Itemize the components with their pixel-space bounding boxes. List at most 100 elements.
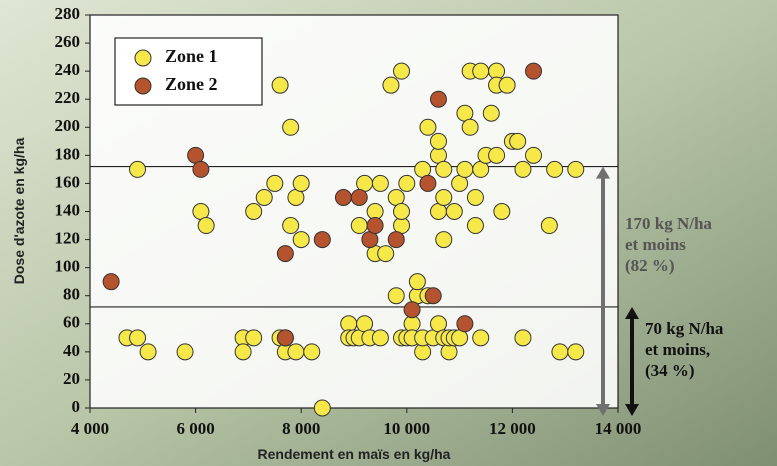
y-tick-label: 80 xyxy=(63,285,80,304)
point xyxy=(246,330,262,346)
point xyxy=(541,218,557,234)
annotation: et moins, xyxy=(645,340,710,359)
point xyxy=(473,63,489,79)
point xyxy=(177,344,193,360)
y-tick-label: 100 xyxy=(55,257,81,276)
point xyxy=(399,175,415,191)
y-tick-label: 40 xyxy=(63,341,80,360)
point xyxy=(568,344,584,360)
y-tick-label: 60 xyxy=(63,313,80,332)
point xyxy=(372,330,388,346)
annotation: 170 kg N/ha xyxy=(625,214,712,233)
point xyxy=(277,330,293,346)
point xyxy=(293,175,309,191)
point xyxy=(420,175,436,191)
point xyxy=(515,330,531,346)
point xyxy=(494,204,510,220)
point xyxy=(568,161,584,177)
point xyxy=(457,161,473,177)
annotation: et moins xyxy=(625,235,686,254)
annotation: (82 %) xyxy=(625,256,675,275)
y-tick-label: 160 xyxy=(55,172,81,191)
y-tick-label: 200 xyxy=(55,116,81,135)
x-tick-label: 6 000 xyxy=(176,419,214,438)
point xyxy=(409,274,425,290)
point xyxy=(335,189,351,205)
point xyxy=(483,105,499,121)
chart: Dose d'azote en kg/ha Rendement en maïs … xyxy=(0,0,777,466)
y-tick-label: 120 xyxy=(55,228,81,247)
point xyxy=(246,204,262,220)
point xyxy=(130,330,146,346)
point xyxy=(351,218,367,234)
point xyxy=(446,204,462,220)
point xyxy=(489,147,505,163)
x-tick-label: 14 000 xyxy=(595,419,642,438)
x-tick-label: 4 000 xyxy=(71,419,109,438)
y-tick-label: 260 xyxy=(55,32,81,51)
point xyxy=(103,274,119,290)
point xyxy=(130,161,146,177)
point xyxy=(256,189,272,205)
point xyxy=(267,175,283,191)
point xyxy=(288,344,304,360)
y-tick-label: 240 xyxy=(55,60,81,79)
point xyxy=(388,288,404,304)
point xyxy=(372,175,388,191)
point xyxy=(436,161,452,177)
point xyxy=(388,232,404,248)
point xyxy=(272,77,288,93)
x-axis-label: Rendement en maïs en kg/ha xyxy=(258,446,451,462)
x-tick-label: 10 000 xyxy=(383,419,430,438)
point xyxy=(314,232,330,248)
point xyxy=(467,218,483,234)
x-tick-label: 12 000 xyxy=(489,419,536,438)
point xyxy=(304,344,320,360)
point xyxy=(193,161,209,177)
point xyxy=(526,63,542,79)
point xyxy=(378,246,394,262)
point xyxy=(547,161,563,177)
legend-marker xyxy=(135,50,151,66)
point xyxy=(283,119,299,135)
point xyxy=(510,133,526,149)
y-tick-label: 220 xyxy=(55,88,81,107)
legend-marker xyxy=(135,78,151,94)
point xyxy=(235,344,251,360)
point xyxy=(473,330,489,346)
point xyxy=(467,189,483,205)
point xyxy=(198,218,214,234)
point xyxy=(283,218,299,234)
point xyxy=(394,204,410,220)
point xyxy=(351,189,367,205)
x-tick-label: 8 000 xyxy=(282,419,320,438)
point xyxy=(457,316,473,332)
point xyxy=(277,246,293,262)
point xyxy=(140,344,156,360)
y-tick-label: 140 xyxy=(55,200,81,219)
point xyxy=(430,91,446,107)
point xyxy=(499,77,515,93)
point xyxy=(293,232,309,248)
point xyxy=(430,133,446,149)
point xyxy=(314,400,330,416)
y-tick-label: 280 xyxy=(55,4,81,23)
legend-label: Zone 2 xyxy=(165,74,218,94)
y-tick-label: 20 xyxy=(63,369,80,388)
point xyxy=(552,344,568,360)
point xyxy=(420,119,436,135)
point xyxy=(526,147,542,163)
annotation: 70 kg N/ha xyxy=(645,319,724,338)
legend-label: Zone 1 xyxy=(165,46,218,66)
point xyxy=(436,232,452,248)
point xyxy=(367,218,383,234)
point xyxy=(404,302,420,318)
point xyxy=(515,161,531,177)
y-axis-label: Dose d'azote en kg/ha xyxy=(11,138,27,285)
point xyxy=(425,288,441,304)
annotation: (34 %) xyxy=(645,361,695,380)
point xyxy=(462,119,478,135)
point xyxy=(383,77,399,93)
y-tick-label: 0 xyxy=(72,397,81,416)
point xyxy=(394,63,410,79)
